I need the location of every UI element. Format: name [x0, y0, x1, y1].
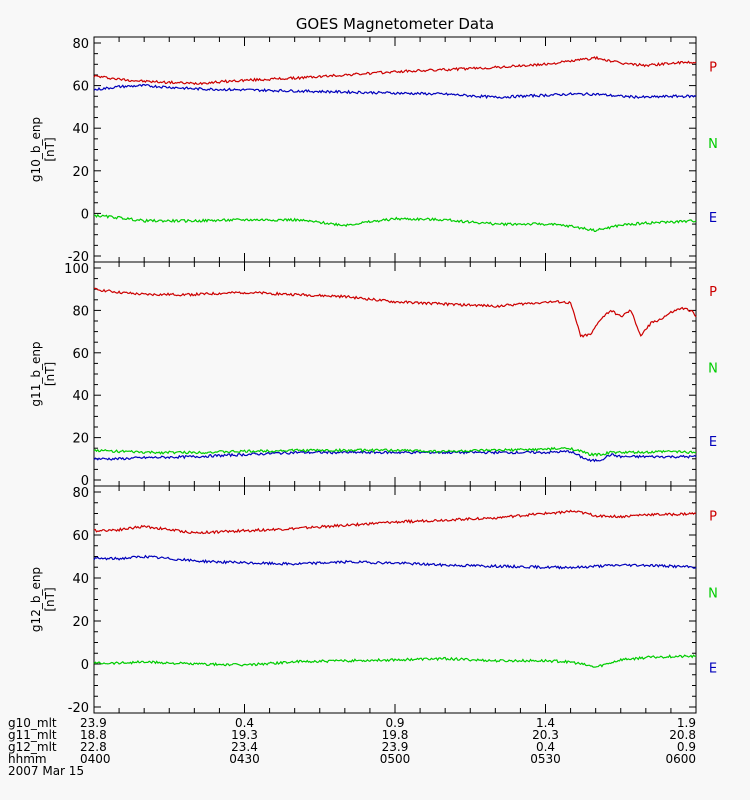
series-n-line: [93, 446, 697, 458]
y-tick-label: 40: [72, 572, 89, 587]
x-row-value: 23.4: [231, 740, 258, 754]
panel-2: 0 20 40 60 80 100 g11_b_enp [nT] P N E: [29, 261, 718, 489]
y-tick-label: 60: [72, 347, 89, 362]
series-p-line: [93, 287, 697, 338]
y-axis-label: g10_b_enp: [29, 117, 43, 182]
panel-1: -20 0 20 40 60 80 g10_b_enp [nT] P N E: [29, 36, 718, 265]
y-tick-label: 40: [72, 122, 89, 137]
y-tick-label: 20: [72, 615, 89, 630]
legend-p: P: [709, 510, 717, 525]
legend-p: P: [709, 60, 717, 75]
date-label: 2007 Mar 15: [8, 764, 84, 778]
x-row-label: g11_mlt: [8, 728, 57, 742]
series-e-line: [93, 450, 697, 463]
series-n-line: [93, 654, 697, 668]
y-tick-label: 60: [72, 80, 89, 95]
x-row-label: hhmm: [8, 752, 47, 766]
y-tick-label: -20: [68, 250, 89, 265]
legend-n: N: [708, 587, 718, 602]
legend-e: E: [709, 211, 717, 226]
x-row-value: 0400: [80, 752, 111, 766]
series-e-line: [93, 83, 697, 100]
x-row-value: 20.3: [532, 728, 559, 742]
series-e-line: [93, 554, 697, 570]
x-row-label: g10_mlt: [8, 716, 57, 730]
x-row-value: 0.4: [235, 716, 254, 730]
x-row-value: 0600: [665, 752, 696, 766]
series-p-line: [93, 509, 697, 535]
y-tick-label: 80: [72, 304, 89, 319]
x-row-value: 1.4: [536, 716, 555, 730]
chart-title: GOES Magnetometer Data: [296, 15, 494, 33]
y-tick-label: 20: [72, 432, 89, 447]
x-row-value: 23.9: [382, 740, 409, 754]
x-axis-labels: g10_mlt 23.9 0.4 0.9 1.4 1.9 g11_mlt 18.8 19.3 19…: [8, 716, 696, 778]
x-row-value: 0500: [380, 752, 411, 766]
y-axis-unit: [nT]: [43, 362, 57, 386]
y-tick-label: 0: [81, 658, 89, 673]
y-tick-label: 20: [72, 165, 89, 180]
legend-n: N: [708, 361, 718, 376]
x-row-value: 0430: [229, 752, 260, 766]
x-row-value: 18.8: [80, 728, 107, 742]
x-row-label: g12_mlt: [8, 740, 57, 754]
x-row-value: 19.8: [382, 728, 409, 742]
x-row-value: 19.3: [231, 728, 258, 742]
series-n-line: [93, 213, 697, 232]
legend-e: E: [709, 662, 717, 677]
y-tick-label: 80: [72, 486, 89, 501]
x-row-value: 22.8: [80, 740, 107, 754]
x-row-value: 0.9: [385, 716, 404, 730]
panel-3: -20 0 20 40 60 80 g12_b_enp [nT] P N E: [29, 485, 718, 716]
y-axis-unit: [nT]: [43, 587, 57, 611]
x-row-value: 0.9: [677, 740, 696, 754]
legend-p: P: [709, 285, 717, 300]
x-row-value: 20.8: [669, 728, 696, 742]
y-axis-label: g12_b_enp: [29, 567, 43, 632]
y-tick-label: 0: [81, 207, 89, 222]
y-tick-label: 0: [81, 474, 89, 489]
y-axis-label: g11_b_enp: [29, 341, 43, 406]
x-row-value: 1.9: [677, 716, 696, 730]
x-row-value: 23.9: [80, 716, 107, 730]
y-tick-label: 60: [72, 529, 89, 544]
legend-e: E: [709, 435, 717, 450]
y-tick-label: 100: [64, 262, 89, 277]
legend-n: N: [708, 137, 718, 152]
y-tick-label: -20: [68, 701, 89, 716]
x-row-value: 0530: [530, 752, 561, 766]
y-axis-unit: [nT]: [43, 137, 57, 161]
y-tick-label: 40: [72, 389, 89, 404]
panel-frame: [93, 485, 697, 714]
x-row-value: 0.4: [536, 740, 555, 754]
series-p-line: [93, 55, 697, 86]
y-tick-label: 80: [72, 37, 89, 52]
